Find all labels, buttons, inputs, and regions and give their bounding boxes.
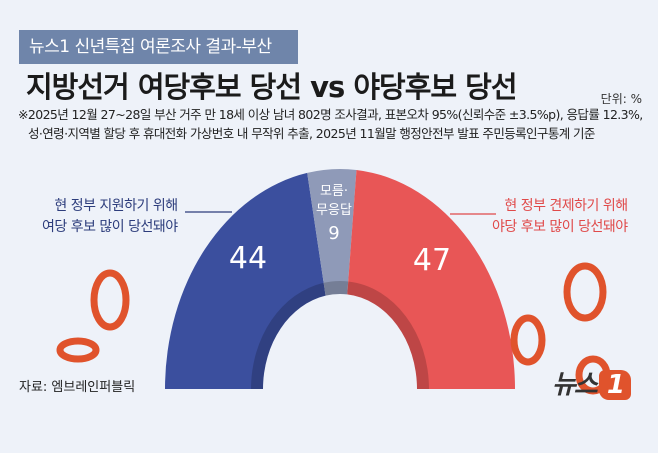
arc-yes — [165, 172, 326, 389]
label-left: 현 정부 지원하기 위해 여당 후보 많이 당선돼야 — [42, 196, 178, 238]
arc-no-inner-shade — [347, 281, 429, 389]
mid-label-1: 모름· — [320, 184, 348, 199]
chart-title: 지방선거 여당후보 당선 vs 야당후보 당선 — [26, 70, 518, 104]
label-right-line2: 야당 후보 많이 당선돼야 — [492, 219, 628, 235]
label-right: 현 정부 견제하기 위해 야당 후보 많이 당선돼야 — [492, 196, 628, 238]
arc-yes-inner-shade — [251, 282, 326, 389]
news1-logo: 뉴스 1 — [552, 364, 631, 401]
label-right-line1: 현 정부 견제하기 위해 — [504, 198, 628, 214]
value-label-unknown: 9 — [328, 223, 339, 244]
label-left-line1: 현 정부 지원하기 위해 — [54, 198, 178, 214]
source-label: 자료: 엠브레인퍼블릭 — [19, 380, 136, 395]
unit-label: 단위: % — [600, 92, 642, 106]
arc-unknown — [307, 169, 357, 296]
mid-label-2: 무응답 — [316, 203, 352, 218]
arc-unknown-inner-shade — [323, 281, 349, 296]
arc-no — [347, 169, 515, 389]
value-label-no: 47 — [413, 243, 451, 278]
label-left-line2: 여당 후보 많이 당선돼야 — [42, 219, 178, 235]
series-tag: 뉴스1 신년특집 여론조사 결과-부산 — [19, 30, 298, 64]
survey-note-1: ※2025년 12월 27~28일 부산 거주 만 18세 이상 남녀 802명… — [18, 107, 643, 122]
survey-note-2: 성·연령·지역별 할당 후 휴대전화 가상번호 내 무작위 추출, 2025년 … — [28, 126, 595, 141]
value-label-yes: 44 — [229, 241, 267, 276]
